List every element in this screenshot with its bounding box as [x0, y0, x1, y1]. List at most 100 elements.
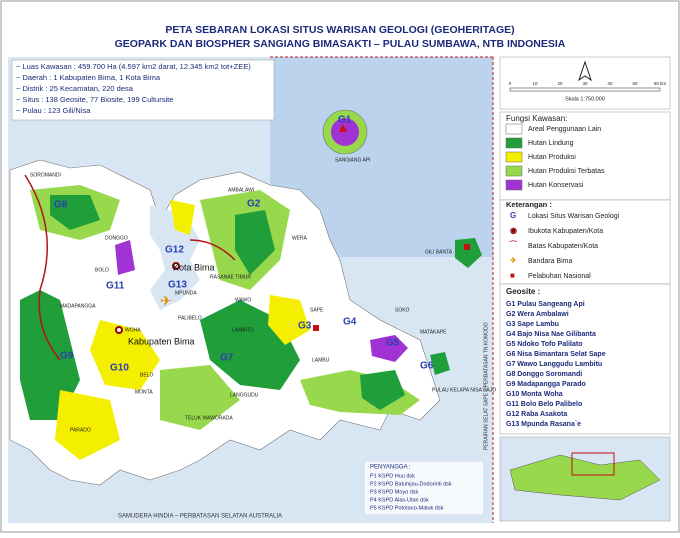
legend-label: Pelabuhan Nasional: [528, 273, 591, 280]
legend-label: Bandara Bima: [528, 258, 572, 265]
forest: [90, 320, 160, 390]
place-label: DONGGO: [105, 235, 128, 241]
place-label: MATAKAPE: [420, 329, 447, 335]
place-label: SOROMANDI: [30, 172, 61, 178]
conservation: [115, 240, 135, 275]
legend-label: Areal Penggunaan Lain: [528, 126, 601, 133]
scale-tick: 30: [582, 81, 588, 86]
legend-title: Keterangan :: [506, 200, 552, 209]
airport-icon: ✈: [160, 293, 172, 309]
scale-tick: 40: [607, 81, 613, 86]
keterangan-box: [499, 199, 671, 285]
info-line: ~ Luas Kawasan : 459.700 Ha (4.597 km2 d…: [16, 62, 251, 71]
geosite-label: G6: [420, 361, 434, 372]
geosite-item: G13 Mpunda Rasana`e: [506, 421, 581, 428]
legend-swatch: [505, 179, 523, 191]
fungsi-box: [499, 111, 671, 201]
place-label: SAPE: [310, 307, 324, 313]
title-line: PETA SEBARAN LOKASI SITUS WARISAN GEOLOG…: [165, 24, 514, 36]
geosite-label: G3: [298, 321, 312, 332]
geosite-labels: G1 G2 G3 G4 G5 G6 G7 G8 G9 G10 G11 G12 G…: [54, 115, 434, 374]
place-label: LAMBU: [312, 357, 330, 363]
geosite-box: [499, 283, 671, 435]
legend-swatch: [505, 165, 523, 177]
geosite-label: G8: [54, 200, 68, 211]
penyangga-box: [365, 462, 483, 514]
scale-bar: [509, 87, 661, 92]
geosite-item: G1 Pulau Sangeang Api: [506, 301, 585, 308]
title-line: GEOPARK DAN BIOSPHER SANGIANG BIMASAKTI …: [115, 38, 566, 50]
place-label: MONTA: [135, 389, 153, 395]
place-label: MPUNDA: [175, 290, 197, 296]
place-label: GILI BANTA: [425, 249, 453, 255]
legend-label: Lokasi Situs Warisan Geologi: [528, 213, 620, 220]
geosite-label: G10: [110, 363, 129, 374]
forest: [268, 295, 310, 345]
geosite-item: G5 Ndoko Tofo Palilato: [506, 341, 582, 348]
north-arrow: [578, 60, 592, 82]
penyangga-item: P2 KSPD Batuhijau-Dodorinti dsk: [370, 481, 452, 487]
penyangga-item: P5 KSPD Pototano-Maluk dsk: [370, 505, 444, 511]
place-label: SANGIANG API: [335, 157, 371, 163]
place-label: WAWO: [235, 297, 251, 303]
forest: [20, 290, 80, 420]
geosite-label: G7: [220, 353, 234, 364]
legend-icon: ◉: [510, 226, 517, 235]
info-box: [11, 59, 275, 121]
port-icon: [464, 244, 470, 250]
volcano-icon: [339, 124, 347, 132]
info-line: ~ Distrik : 25 Kecamatan, 220 desa: [16, 84, 134, 93]
place-label: BELO: [140, 372, 153, 378]
forest: [160, 365, 240, 430]
legend-label: Hutan Produksi Terbatas: [528, 168, 605, 175]
info-line: ~ Daerah : 1 Kabupaten Bima, 1 Kota Bima: [16, 73, 161, 82]
geosite-item: G3 Sape Lambu: [506, 321, 559, 328]
map-area: ✈: [8, 56, 494, 523]
scale-ticks: 0 10 20 30 40 50 60 km: [509, 81, 667, 86]
island: [430, 352, 450, 375]
boundary: [24, 174, 61, 361]
penyangga-item: P4 KSPD Alas-Utan dsk: [370, 497, 429, 503]
boundary: [189, 239, 236, 261]
place-labels: SANGIANG API SOROMANDI AMBALAWI WERA DON…: [30, 157, 496, 433]
forest: [55, 390, 120, 460]
island: [455, 238, 482, 268]
place-label: Kabupaten Bima: [128, 336, 195, 346]
penyangga-item: P1 KSPD Huu dsk: [370, 473, 415, 479]
conservation: [370, 335, 408, 362]
place-label: RASANAE TIMUR: [210, 274, 251, 280]
legend-icon: ■: [510, 271, 515, 280]
capital-icon: [172, 262, 180, 270]
penyangga-title: PENYANGGA :: [370, 465, 411, 471]
legend-swatch: [505, 123, 523, 135]
legend-icon: G: [510, 211, 516, 220]
place-label: SOKO: [395, 307, 410, 313]
place-label: MADAPANGGA: [60, 303, 96, 309]
geosite-title: Geosite :: [506, 287, 540, 296]
footer-label: SAMUDERA HINDIA – PERBATASAN SELATAN AUS…: [118, 514, 282, 520]
legend-title: Fungsi Kawasan:: [506, 114, 567, 123]
place-label: PALIBELO: [178, 315, 202, 321]
geosite-label: G2: [247, 199, 261, 210]
geosite-item: G8 Donggo Soromandi: [506, 371, 582, 378]
place-label: TELUK WAWORADA: [185, 415, 233, 421]
scale-tick: 50: [632, 81, 638, 86]
geosite-item: G11 Bolo Belo Palibelo: [506, 401, 582, 408]
geosite-label: G9: [60, 351, 74, 362]
geosite-item: G10 Monta Woha: [506, 391, 563, 398]
place-label: LANGGUDU: [230, 392, 259, 398]
geosite-item: G2 Wera Ambalawi: [506, 311, 569, 318]
place-label: BOLO: [95, 267, 109, 273]
legend-label: Hutan Lindung: [528, 140, 574, 147]
info-list: ~ Luas Kawasan : 459.700 Ha (4.597 km2 d…: [16, 62, 251, 115]
legend-label: Ibukota Kabupaten/Kota: [528, 228, 603, 235]
geosite-item: G6 Nisa Bimantara Selat Sape: [506, 351, 606, 358]
scale-label: Skala 1:750.000: [565, 96, 605, 102]
legend-icon: ⁀: [509, 239, 517, 250]
place-label: Kota Bima: [173, 262, 215, 272]
geosite-label: G12: [165, 245, 184, 256]
legend: Fungsi Kawasan: Areal Penggunaan Lain Huta…: [505, 114, 620, 428]
info-line: ~ Situs : 138 Geosite, 77 Biosite, 199 C…: [16, 95, 173, 104]
scale-tick: 60 km: [654, 81, 667, 86]
